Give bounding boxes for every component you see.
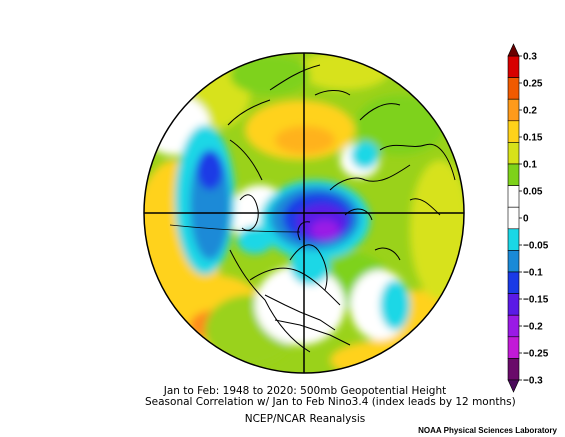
colorbar-segment (507, 336, 520, 359)
colorbar-segment (507, 271, 520, 294)
colorbar-tick-label: 0.25 (523, 79, 543, 90)
colorbar-segment (507, 185, 520, 208)
colorbar-segment (507, 228, 520, 251)
colorbar-segment (507, 120, 520, 143)
colorbar-segment (507, 293, 520, 316)
colorbar-tick-label: −0.25 (523, 349, 549, 360)
caption-line-3: NCEP/NCAR Reanalysis (244, 413, 366, 425)
colorbar-tick-label: −0.3 (523, 376, 543, 387)
colorbar-segment (507, 77, 520, 100)
colorbar-segment (507, 358, 520, 381)
colorbar-segment (507, 163, 520, 186)
caption-line-2: Seasonal Correlation w/ Jan to Feb Nino3… (145, 396, 516, 408)
colorbar-segment (507, 250, 520, 273)
colorbar-tick-label: −0.05 (523, 241, 549, 252)
colorbar-segment (507, 98, 520, 122)
colorbar-tick-label: 0.05 (523, 187, 543, 198)
colorbar-segment (507, 206, 520, 230)
credit-label: NOAA Physical Sciences Laboratory (418, 426, 557, 435)
coastlines (227, 64, 456, 353)
colorbar-top-arrow (507, 43, 520, 57)
map-border (143, 52, 465, 374)
colorbar-segment (507, 314, 520, 338)
colorbar-tick-label: −0.2 (523, 322, 543, 333)
colorbar-bottom-arrow (507, 379, 520, 393)
colorbar-tick-label: −0.15 (523, 295, 549, 306)
colorbar-tick-label: 0.1 (523, 160, 537, 171)
colorbar-tick-label: −0.1 (523, 268, 543, 279)
colorbar-segment (507, 142, 520, 165)
colorbar-tick-label: 0.15 (523, 133, 543, 144)
colorbar-tick-label: 0 (523, 214, 529, 225)
colorbar-tick-label: 0.2 (523, 106, 537, 117)
caption-line-1: Jan to Feb: 1948 to 2020: 500mb Geopoten… (163, 385, 447, 397)
colorbar-tick-label: 0.3 (523, 52, 537, 63)
colorbar-segment (507, 55, 520, 78)
